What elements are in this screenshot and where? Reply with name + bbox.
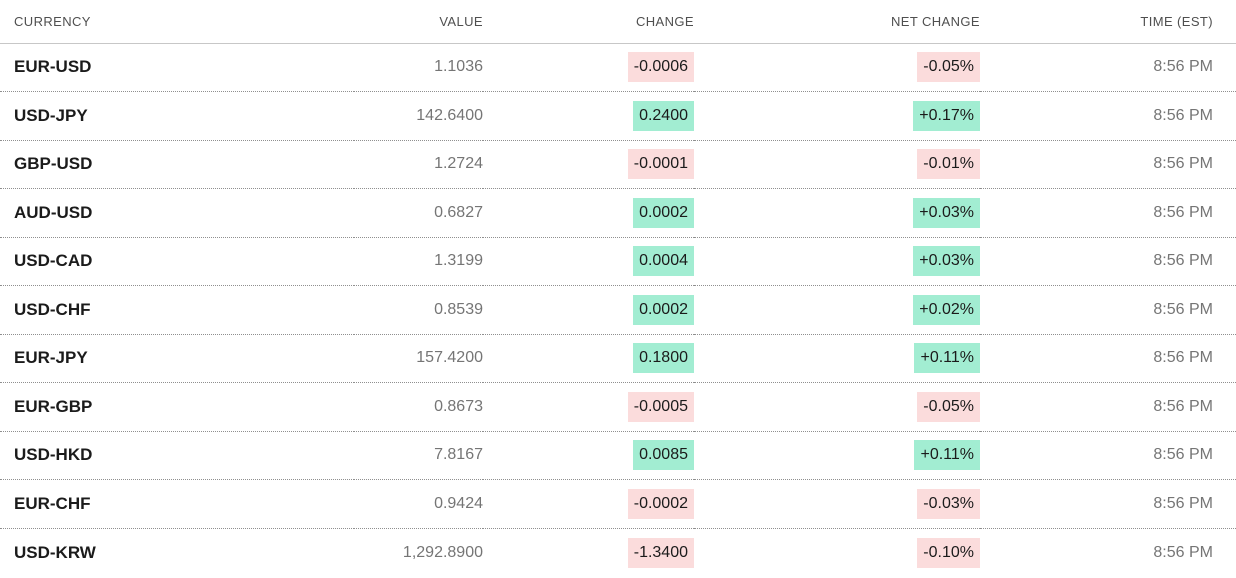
value-cell: 1.1036 xyxy=(354,43,483,92)
time-cell: 8:56 PM xyxy=(980,479,1236,529)
currency-pair-link[interactable]: USD-HKD xyxy=(0,431,354,480)
time-cell: 8:56 PM xyxy=(980,91,1236,141)
table-row: USD-CHF 0.8539 0.0002 +0.02% 8:56 PM xyxy=(0,285,1236,335)
column-header-net-change: NET CHANGE xyxy=(694,0,980,44)
net-change-cell: +0.17% xyxy=(694,91,980,141)
column-header-time: TIME (EST) xyxy=(980,0,1236,44)
net-change-badge: +0.02% xyxy=(913,294,980,325)
net-change-cell: +0.03% xyxy=(694,188,980,238)
net-change-badge: +0.03% xyxy=(913,246,980,277)
change-badge: -0.0001 xyxy=(627,149,694,180)
table-row: USD-CAD 1.3199 0.0004 +0.03% 8:56 PM xyxy=(0,237,1236,286)
time-cell: 8:56 PM xyxy=(980,237,1236,286)
change-badge: 0.0002 xyxy=(633,197,694,228)
header-row: CURRENCY VALUE CHANGE NET CHANGE TIME (E… xyxy=(0,0,1236,44)
net-change-badge: -0.01% xyxy=(917,149,980,180)
value-cell: 0.8539 xyxy=(354,285,483,335)
change-badge: 0.1800 xyxy=(633,343,694,374)
value-cell: 1,292.8900 xyxy=(402,543,483,561)
net-change-cell: -0.03% xyxy=(694,479,980,529)
currency-pair-link[interactable]: EUR-CHF xyxy=(0,479,354,529)
table-row: EUR-CHF 0.9424 -0.0002 -0.03% 8:56 PM xyxy=(0,479,1236,529)
change-cell: -1.3400 xyxy=(483,528,694,577)
table-row: USD-HKD 7.8167 0.0085 +0.11% 8:56 PM xyxy=(0,431,1236,480)
change-cell: -0.0005 xyxy=(483,382,694,432)
column-header-currency: CURRENCY xyxy=(0,0,354,44)
table-row: EUR-USD 1.1036 -0.0006 -0.05% 8:56 PM xyxy=(0,43,1236,92)
currency-pair-link[interactable]: EUR-USD xyxy=(0,43,354,92)
time-cell: 8:56 PM xyxy=(980,188,1236,238)
net-change-cell: +0.11% xyxy=(694,431,980,480)
value-cell: 142.6400 xyxy=(354,91,483,141)
change-badge: -0.0006 xyxy=(627,52,694,83)
net-change-badge: +0.11% xyxy=(914,440,980,471)
net-change-badge: -0.10% xyxy=(917,537,980,568)
currency-pair-link[interactable]: EUR-JPY xyxy=(0,334,354,383)
net-change-cell: +0.02% xyxy=(694,285,980,335)
change-badge: 0.0004 xyxy=(633,246,694,277)
table-row: EUR-JPY 157.4200 0.1800 +0.11% 8:56 PM xyxy=(0,334,1236,383)
table-header: CURRENCY VALUE CHANGE NET CHANGE TIME (E… xyxy=(0,0,1236,44)
change-badge: 0.2400 xyxy=(633,100,694,131)
value-cell: 0.9424 xyxy=(354,479,483,529)
table-row: USD-KRW 1,292.8900 -1.3400 -0.10% 8:56 P… xyxy=(0,528,1236,577)
currency-pair-link[interactable]: EUR-GBP xyxy=(0,382,354,432)
time-cell: 8:56 PM xyxy=(980,382,1236,432)
net-change-cell: -0.10% xyxy=(694,528,980,577)
value-cell: 1.2724 xyxy=(354,140,483,189)
net-change-cell: +0.11% xyxy=(694,334,980,383)
table-row: EUR-GBP 0.8673 -0.0005 -0.05% 8:56 PM xyxy=(0,382,1236,432)
currency-pair-link[interactable]: USD-CAD xyxy=(0,237,354,286)
change-cell: 0.1800 xyxy=(483,334,694,383)
column-header-change: CHANGE xyxy=(483,0,694,44)
value-cell: 7.8167 xyxy=(354,431,483,480)
net-change-cell: -0.05% xyxy=(694,382,980,432)
time-cell: 8:56 PM xyxy=(1153,543,1213,561)
value-cell: 0.6827 xyxy=(354,188,483,238)
change-badge: 0.0085 xyxy=(633,440,694,471)
change-cell: 0.2400 xyxy=(483,91,694,141)
change-badge: -0.0005 xyxy=(627,391,694,422)
currency-pair-link[interactable]: USD-JPY xyxy=(0,91,354,141)
change-cell: -0.0002 xyxy=(483,479,694,529)
value-cell: 157.4200 xyxy=(354,334,483,383)
change-cell: 0.0002 xyxy=(483,285,694,335)
time-cell: 8:56 PM xyxy=(980,43,1236,92)
currency-table-body: EUR-USD 1.1036 -0.0006 -0.05% 8:56 PM US… xyxy=(0,43,1236,577)
net-change-badge: +0.11% xyxy=(914,343,980,374)
table-row: GBP-USD 1.2724 -0.0001 -0.01% 8:56 PM xyxy=(0,140,1236,189)
table-row: AUD-USD 0.6827 0.0002 +0.03% 8:56 PM xyxy=(0,188,1236,238)
change-cell: 0.0004 xyxy=(483,237,694,286)
net-change-cell: -0.01% xyxy=(694,140,980,189)
change-badge: 0.0002 xyxy=(633,294,694,325)
time-cell: 8:56 PM xyxy=(980,431,1236,480)
currency-pair-link[interactable]: USD-CHF xyxy=(0,285,354,335)
change-badge: -0.0002 xyxy=(627,488,694,519)
currency-pair-link[interactable]: AUD-USD xyxy=(0,188,354,238)
change-cell: 0.0085 xyxy=(483,431,694,480)
net-change-badge: -0.05% xyxy=(917,52,980,83)
change-cell: -0.0006 xyxy=(483,43,694,92)
change-cell: 0.0002 xyxy=(483,188,694,238)
time-cell: 8:56 PM xyxy=(980,285,1236,335)
net-change-badge: +0.03% xyxy=(913,197,980,228)
column-header-value: VALUE xyxy=(354,0,483,44)
net-change-cell: +0.03% xyxy=(694,237,980,286)
currency-pair-link[interactable]: USD-KRW xyxy=(14,542,96,562)
value-cell: 1.3199 xyxy=(354,237,483,286)
net-change-badge: -0.03% xyxy=(917,488,980,519)
table-row: USD-JPY 142.6400 0.2400 +0.17% 8:56 PM xyxy=(0,91,1236,141)
currency-pair-link[interactable]: GBP-USD xyxy=(0,140,354,189)
time-cell: 8:56 PM xyxy=(980,334,1236,383)
change-badge: -1.3400 xyxy=(627,537,694,568)
time-cell: 8:56 PM xyxy=(980,140,1236,189)
net-change-badge: -0.05% xyxy=(917,391,980,422)
net-change-badge: +0.17% xyxy=(913,100,980,131)
net-change-cell: -0.05% xyxy=(694,43,980,92)
change-cell: -0.0001 xyxy=(483,140,694,189)
value-cell: 0.8673 xyxy=(354,382,483,432)
